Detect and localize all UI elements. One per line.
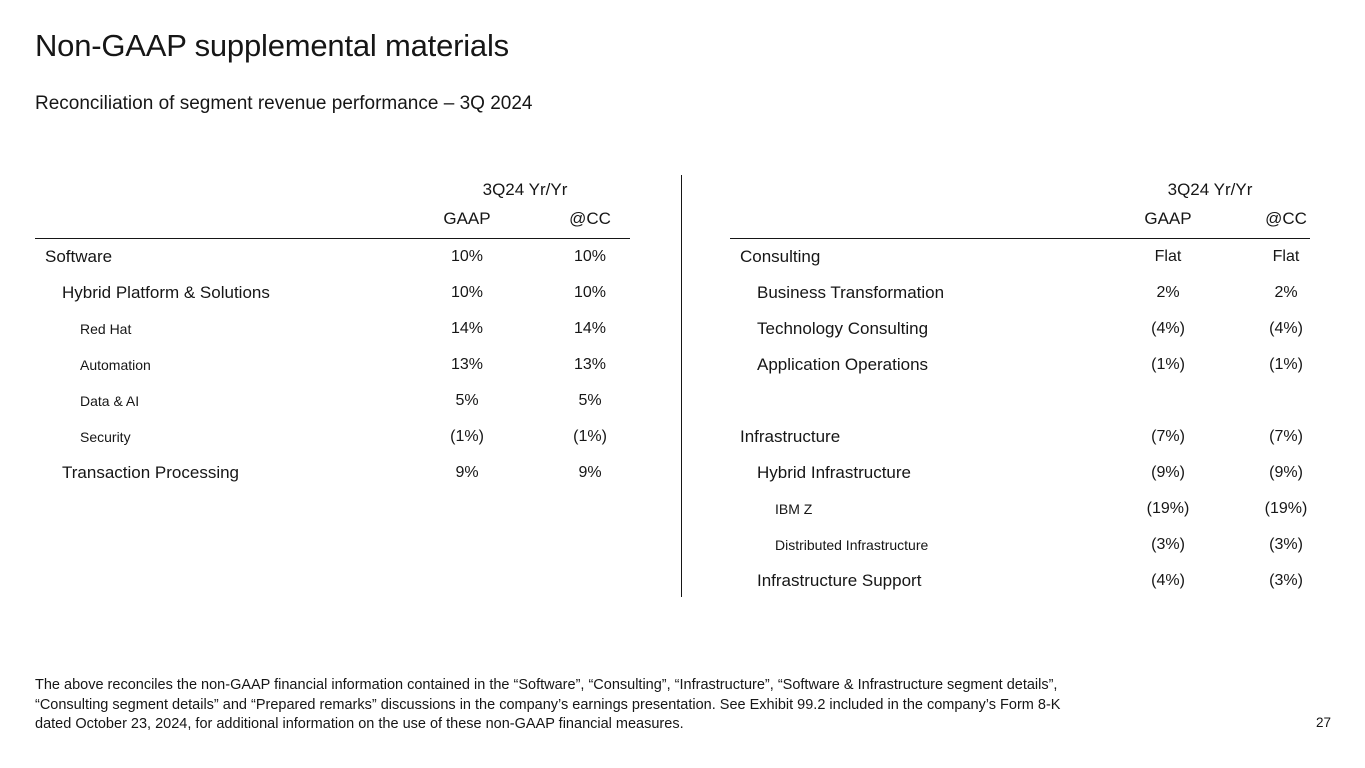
- gaap-value: 10%: [450, 284, 484, 301]
- table-row: Consulting Flat Flat: [730, 239, 1310, 275]
- gaap-value: (19%): [1146, 500, 1190, 517]
- table-body: Software 10% 10% Hybrid Platform & Solution…: [35, 239, 630, 491]
- table-row: Business Transformation 2% 2%: [730, 275, 1310, 311]
- cc-value: 13%: [573, 356, 607, 373]
- vertical-divider: [681, 175, 682, 597]
- row-label: Security: [80, 429, 131, 445]
- gaap-value: 10%: [450, 248, 484, 265]
- row-label: Infrastructure Support: [757, 571, 922, 590]
- cc-value: (3%): [1269, 536, 1303, 553]
- cc-value: (9%): [1269, 464, 1303, 481]
- cc-value: 5%: [578, 392, 602, 409]
- table-row: IBM Z (19%) (19%): [730, 491, 1310, 527]
- row-label: Consulting: [740, 247, 821, 266]
- table-header: 3Q24 Yr/Yr GAAP @CC: [35, 175, 630, 239]
- page-subtitle: Reconciliation of segment revenue perfor…: [35, 93, 533, 114]
- row-label: Red Hat: [80, 321, 132, 337]
- table-row: Infrastructure (7%) (7%): [730, 419, 1310, 455]
- row-label: Hybrid Infrastructure: [757, 463, 911, 482]
- table-row: Technology Consulting (4%) (4%): [730, 311, 1310, 347]
- table-row: Transaction Processing 9% 9%: [35, 455, 630, 491]
- table-row: Infrastructure Support (4%) (3%): [730, 563, 1310, 599]
- cc-value: 9%: [578, 464, 602, 481]
- cc-value: (7%): [1269, 428, 1303, 445]
- table-row: Red Hat 14% 14%: [35, 311, 630, 347]
- table-row: Hybrid Infrastructure (9%) (9%): [730, 455, 1310, 491]
- row-label: Application Operations: [757, 355, 929, 374]
- gaap-value: 5%: [455, 392, 479, 409]
- row-label: Software: [45, 247, 113, 266]
- cc-value: (1%): [573, 428, 607, 445]
- table-row: Software 10% 10%: [35, 239, 630, 275]
- row-label: Data & AI: [80, 393, 140, 409]
- page-number: 27: [1315, 715, 1331, 730]
- table-row: Hybrid Platform & Solutions 10% 10%: [35, 275, 630, 311]
- gaap-value: (3%): [1151, 536, 1185, 553]
- gaap-value: Flat: [1154, 248, 1182, 265]
- gaap-value: (4%): [1151, 320, 1185, 337]
- table-row-spacer: [730, 383, 1310, 419]
- table-row: Security (1%) (1%): [35, 419, 630, 455]
- row-label: Infrastructure: [740, 427, 841, 446]
- table-header: 3Q24 Yr/Yr GAAP @CC: [730, 175, 1310, 239]
- row-label: Business Transformation: [757, 283, 945, 302]
- row-label: Transaction Processing: [62, 463, 240, 482]
- column-header-atcc: @CC: [1265, 209, 1307, 228]
- column-header-atcc: @CC: [569, 209, 611, 228]
- gaap-value: 13%: [450, 356, 484, 373]
- table-body: Consulting Flat Flat Business Transformatio…: [730, 239, 1310, 599]
- consulting-infrastructure-table: 3Q24 Yr/Yr GAAP @CC Consulting Flat Flat Busin…: [730, 175, 1310, 599]
- footnote: The above reconciles the non-GAAP financ…: [35, 676, 1315, 735]
- row-label: Automation: [80, 357, 151, 373]
- cc-value: (1%): [1269, 356, 1303, 373]
- gaap-value: 14%: [450, 320, 484, 337]
- gaap-value: (9%): [1151, 464, 1185, 481]
- cc-value: 10%: [573, 248, 607, 265]
- period-group-header: 3Q24 Yr/Yr: [482, 180, 568, 199]
- column-header-gaap: GAAP: [443, 209, 491, 228]
- row-label: Hybrid Platform & Solutions: [62, 283, 270, 302]
- software-table: 3Q24 Yr/Yr GAAP @CC Software 10% 10% Hybrid Pl…: [35, 175, 630, 491]
- footnote-line: dated October 23, 2024, for additional i…: [35, 716, 684, 732]
- footnote-line: The above reconciles the non-GAAP financ…: [35, 677, 1058, 693]
- cc-value: 14%: [573, 320, 607, 337]
- cc-value: (19%): [1264, 500, 1308, 517]
- cc-value: Flat: [1272, 248, 1300, 265]
- row-label: Technology Consulting: [757, 319, 929, 338]
- row-label: Distributed Infrastructure: [775, 537, 929, 553]
- table-row: Automation 13% 13%: [35, 347, 630, 383]
- row-label: IBM Z: [775, 501, 813, 517]
- table-row: Application Operations (1%) (1%): [730, 347, 1310, 383]
- cc-value: 10%: [573, 284, 607, 301]
- gaap-value: (4%): [1151, 572, 1185, 589]
- gaap-value: 9%: [455, 464, 479, 481]
- footnote-line: “Consulting segment details” and “Prepar…: [35, 696, 1061, 713]
- cc-value: (3%): [1269, 572, 1303, 589]
- cc-value: (4%): [1269, 320, 1303, 337]
- column-header-gaap: GAAP: [1144, 209, 1192, 228]
- table-row: Data & AI 5% 5%: [35, 383, 630, 419]
- table-row: Distributed Infrastructure (3%) (3%): [730, 527, 1310, 563]
- gaap-value: 2%: [1156, 284, 1180, 301]
- cc-value: 2%: [1274, 284, 1298, 301]
- gaap-value: (7%): [1151, 428, 1185, 445]
- gaap-value: (1%): [450, 428, 484, 445]
- gaap-value: (1%): [1151, 356, 1185, 373]
- page-title: Non-GAAP supplemental materials: [35, 28, 509, 63]
- period-group-header: 3Q24 Yr/Yr: [1167, 180, 1253, 199]
